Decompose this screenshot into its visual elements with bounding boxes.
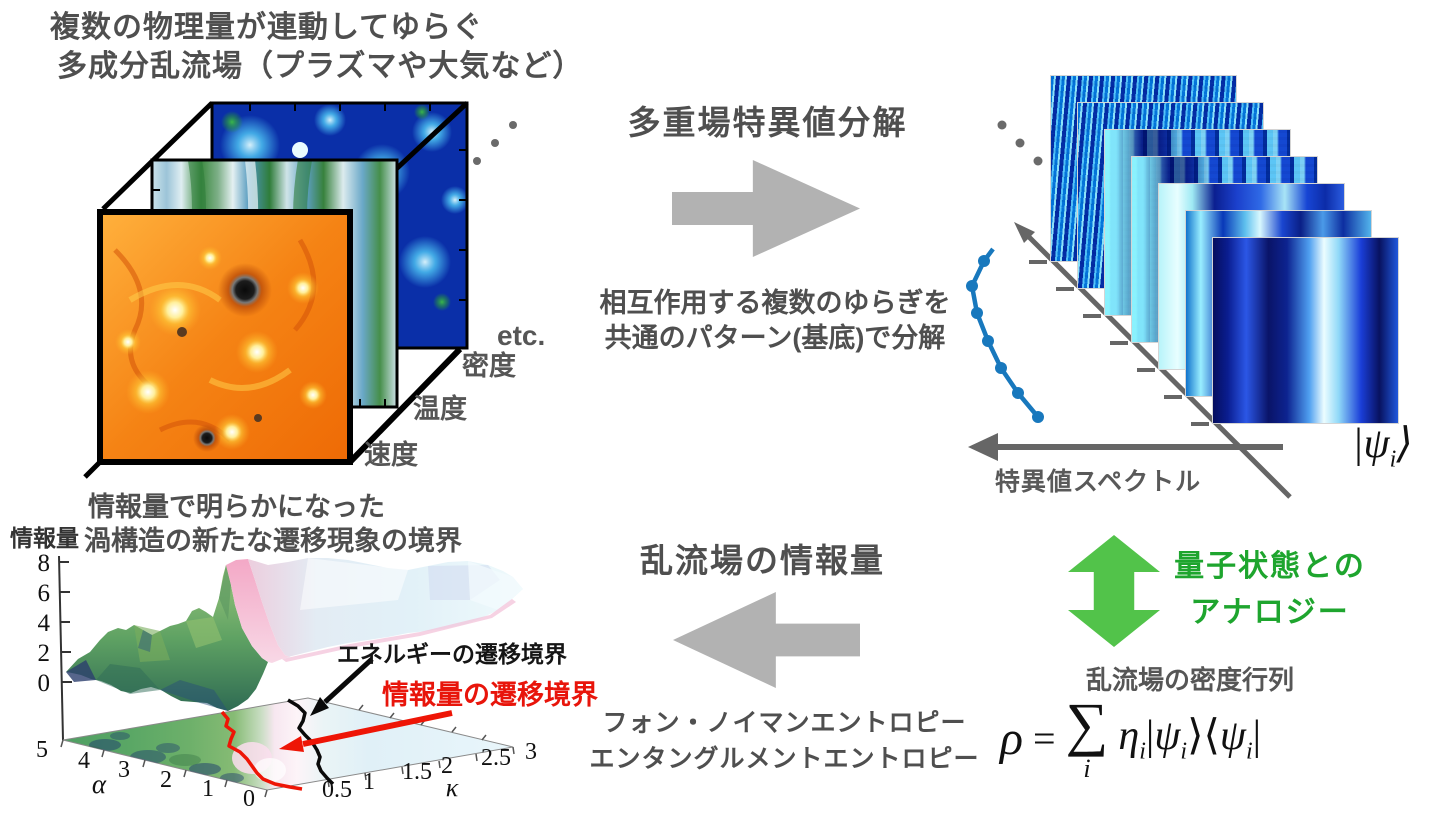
stack-ellipsis-dots [997,120,1043,166]
information-annotation-arrow [279,710,453,752]
ztick: 6 [38,580,51,607]
entropy-surface [66,558,523,711]
multifield-cube: 速度 温度 密度 etc. [83,101,545,479]
quantum-analogy-label: 量子状態との アナロジー [1150,544,1390,636]
svd-description-line2: 共通のパターン(基底)で分解 [604,323,946,353]
z-axis [58,555,72,741]
plane-ticks [60,704,515,798]
cube-ellipsis-dots [473,121,517,165]
spectrum-axis-arrow [968,433,1283,461]
multifield-title-line1: 複数の物理量が連動してゆらぐ [50,11,484,44]
quantum-analogy-line1: 量子状態との [1174,550,1366,583]
eq-psi-sub: i [1180,738,1188,765]
temperature-label: 温度 [413,393,467,424]
alpha-tick: 5 [36,737,48,763]
singular-value-spectrum [966,247,1044,423]
information-plot-title: 情報量で明らかになった 渦構造の新たな遷移現象の境界 [84,490,462,558]
cube-edge-bottom-right [347,346,463,465]
mode-axis-arrowhead [1014,222,1035,243]
information-plot-title-line1: 情報量で明らかになった [88,492,385,522]
ztick: 4 [38,610,51,637]
alpha-tick: 3 [118,757,130,783]
energy-annotation-arrow [310,657,374,716]
eq-eta: η [1118,713,1140,760]
ztick: 0 [38,670,51,697]
eq-psi2-sub: i [1245,738,1253,765]
mode-panel-7 [1212,237,1399,424]
cube-edge-top-left [101,101,214,211]
eq-sum-symbol: ∑ [1065,691,1109,757]
density-matrix-equation: ρ = ∑ i ηi|ψi⟩⟨ψi| [1000,694,1261,782]
alpha-tick: 0 [243,786,255,812]
psi-symbol: ψ [1363,421,1390,467]
ket-rangle: ⟩ [1396,421,1413,467]
multifield-title-line2: 多成分乱流場（プラズマや大気など） [57,50,584,83]
alpha-tick: 2 [160,767,172,793]
eq-langle: ⟨ [1203,713,1220,760]
z-tick-labels: 8 6 4 2 0 [38,550,51,697]
eq-ket-bar: | [1145,713,1155,760]
density-label: 密度 [462,350,516,381]
entropy-description-line2: エンタングルメントエントロピー [589,745,980,773]
kappa-tick: 1.5 [402,759,432,785]
kappa-axis-label: κ [446,773,459,802]
information-transition-boundary-curve [220,710,303,791]
kappa-tick: 1 [363,769,375,795]
ztick: 2 [38,640,51,667]
quantum-analogy-line2: アナロジー [1190,596,1350,629]
turbulence-information-heading: 乱流場の情報量 [640,542,885,579]
psi-subscript: i [1389,446,1397,473]
eq-eta-sub: i [1139,738,1146,765]
cube-edge-stub [83,460,102,479]
eq-sum: ∑ i [1066,694,1109,782]
svd-description-line1: 相互作用する複数のゆらぎを [599,288,951,318]
information-plot-title-line2: 渦構造の新たな遷移現象の境界 [84,526,462,556]
eq-equals: = [1033,715,1056,761]
svd-heading: 多重場特異値分解 [627,104,908,141]
eq-rangle: ⟩ [1187,713,1204,760]
eq-bar2: | [1252,713,1262,760]
eq-psi: ψ [1154,713,1181,760]
eq-psi2: ψ [1219,713,1246,760]
information-3d-plot: 8 6 4 2 0 [36,550,537,812]
information-ylabel: 情報量 [10,525,79,551]
eq-sum-index: i [1083,754,1091,783]
mode-state-label: |ψi⟩ [1352,418,1413,473]
entropy-description: フォン・ノイマンエントロピー エンタングルメントエントロピー [572,705,997,777]
singular-value-spectrum-label: 特異値スペクトル [994,468,1202,496]
etc-label: etc. [497,320,545,351]
kappa-tick: 2.5 [481,745,511,771]
alpha-axis-label: α [92,769,107,799]
kappa-tick: 0.5 [322,777,352,803]
entropy-description-line1: フォン・ノイマンエントロピー [602,709,967,737]
multifield-title: 複数の物理量が連動してゆらぐ 多成分乱流場（プラズマや大気など） [50,8,583,86]
alpha-tick-labels: 5 4 3 2 1 0 α [36,737,255,812]
energy-boundary-annotation: エネルギーの遷移境界 [337,641,567,667]
kappa-tick-labels: 0.5 1 1.5 2 2.5 3 κ [322,739,537,803]
velocity-label: 速度 [364,439,418,470]
density-matrix-title: 乱流場の密度行列 [1085,665,1294,695]
ztick: 8 [38,550,51,577]
information-boundary-annotation: 情報量の遷移境界 [382,680,598,710]
eq-rho: ρ [1000,711,1024,765]
alpha-tick: 1 [202,776,214,802]
svd-description: 相互作用する複数のゆらぎを 共通のパターン(基底)で分解 [555,286,995,356]
kappa-tick: 3 [525,739,537,765]
eq-terms: ηi|ψi⟩⟨ψi| [1118,710,1261,765]
kappa-tick: 2 [441,753,453,779]
velocity-field-panel [97,209,353,465]
ket-bar: | [1352,421,1364,467]
alpha-tick: 4 [78,748,90,774]
